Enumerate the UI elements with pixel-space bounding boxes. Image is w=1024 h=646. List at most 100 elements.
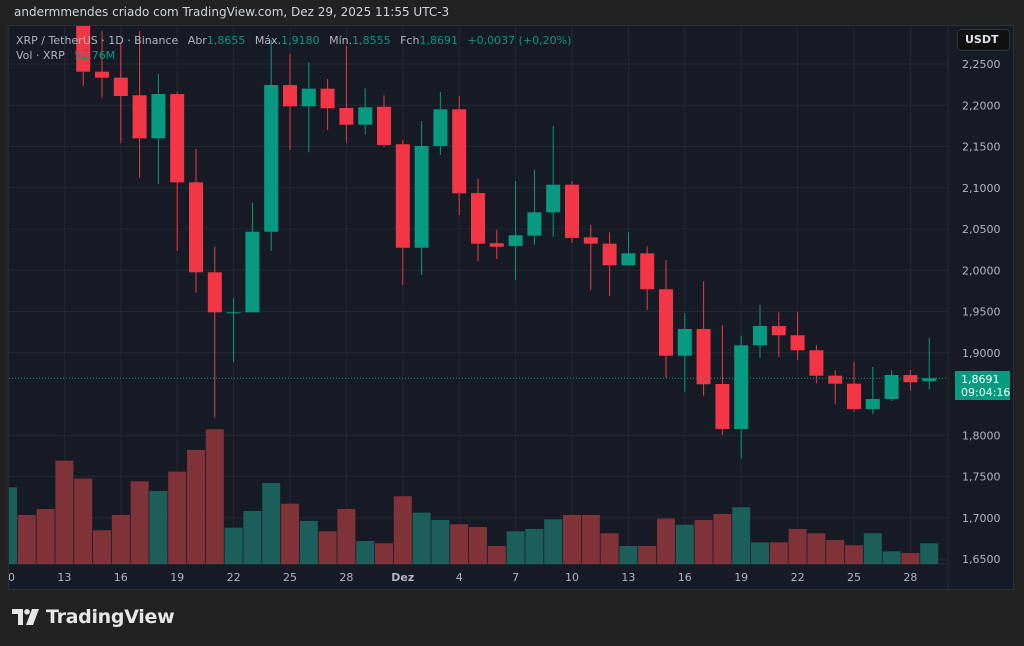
candle (377, 95, 391, 147)
candle (696, 281, 711, 396)
volume-bar (318, 531, 337, 564)
volume-bar (375, 543, 393, 564)
candle (865, 367, 880, 415)
tradingview-logo[interactable]: TradingView (12, 606, 175, 628)
chart-caption: andermmendes criado com TradingView.com,… (14, 5, 450, 19)
candle-body (565, 184, 579, 238)
volume-bar (243, 510, 262, 564)
candle (358, 88, 373, 135)
candle (395, 139, 410, 286)
price-tick-label: 2,2000 (962, 99, 1001, 112)
volume-bar (657, 518, 675, 564)
volume-bar (487, 545, 506, 564)
volume-bar (638, 545, 657, 564)
candle (76, 26, 91, 87)
candle-body (753, 326, 767, 346)
price-tick-label: 2,1000 (962, 182, 1001, 195)
volume-label: Vol · XRP (16, 49, 65, 62)
last-price-value: 1,8691 (961, 373, 1000, 386)
time-tick-label: 13 (621, 571, 635, 584)
time-tick-label: Dez (391, 571, 414, 584)
volume-bar (563, 514, 581, 564)
last-price-label: 1,8691 09:04:16 (955, 371, 1010, 400)
time-tick-label: 22 (791, 571, 805, 584)
time-tick-label: 4 (456, 571, 463, 584)
volume-bar (845, 545, 863, 564)
candle (95, 31, 109, 98)
time-tick-label: 16 (678, 571, 692, 584)
time-tick-label: 10 (565, 571, 579, 584)
candle (771, 312, 786, 358)
currency-button[interactable]: USDT (957, 29, 1010, 51)
time-tick-label: 19 (734, 571, 748, 584)
candle-body (583, 237, 598, 244)
volume-bar (525, 528, 544, 564)
volume-bar (93, 530, 111, 564)
candle (753, 304, 767, 359)
volume-bar (769, 542, 788, 564)
volume-bar (544, 519, 563, 564)
open-label: Abr (187, 34, 207, 47)
volume-value: 52,76M (74, 49, 116, 62)
candle-body (151, 94, 166, 139)
candle (790, 312, 805, 361)
candle (433, 91, 448, 155)
volume-bar (713, 513, 732, 564)
volume-bar (882, 551, 901, 564)
candle (922, 337, 937, 390)
time-tick-label: 28 (903, 571, 917, 584)
candle-body (433, 109, 448, 147)
volume-bar (356, 540, 375, 564)
candle-body (377, 106, 391, 146)
candle-body (677, 328, 692, 356)
candle-body (602, 243, 617, 266)
candle-body (170, 94, 185, 183)
candle-body (207, 272, 222, 313)
candle (320, 79, 335, 130)
candle-body (395, 144, 410, 248)
candle-body (452, 109, 467, 194)
symbol-info[interactable]: XRP / TetherUS · 1D · Binance (16, 34, 179, 47)
candle-body (113, 77, 128, 97)
volume-bars (9, 429, 939, 564)
candle (565, 180, 579, 244)
candle-body (659, 289, 673, 356)
candle-body (847, 383, 861, 410)
candle (301, 62, 316, 153)
volume-bar (826, 539, 845, 564)
price-tick-label: 2,2500 (962, 58, 1001, 71)
volume-bar (732, 507, 751, 564)
high-label: Máx. (254, 34, 282, 47)
candle (113, 42, 128, 144)
grid-lines (7, 26, 949, 589)
candle (527, 169, 542, 245)
time-tick-label: 10 (1, 571, 15, 584)
candle-body (358, 107, 373, 125)
price-axis: 2,2500 2,2000 2,1500 2,1000 2,0500 2,0000 1,95… (962, 58, 1001, 566)
candle (452, 96, 467, 215)
chart-legend: XRP / TetherUS · 1D · Binance Abr1,8655 … (16, 33, 571, 63)
volume-bar (807, 533, 826, 564)
candle (546, 125, 561, 237)
price-tick-label: 2,1500 (962, 141, 1001, 154)
candle-body (884, 375, 899, 400)
candle-body (95, 71, 109, 78)
candle (809, 344, 824, 384)
candle-body (320, 88, 335, 109)
candle (828, 370, 843, 405)
candle (489, 229, 504, 260)
candle (245, 202, 260, 313)
candle-body (809, 350, 824, 376)
volume-bar (262, 482, 281, 564)
volume-bar (17, 514, 36, 564)
volume-bar (130, 481, 149, 564)
candle-body (828, 375, 843, 384)
candle (471, 178, 485, 262)
candle-body (489, 243, 504, 247)
brand-name: TradingView (46, 606, 175, 628)
volume-bar (187, 449, 205, 564)
candle (207, 246, 222, 418)
bar-countdown: 09:04:16 (961, 386, 1011, 399)
volume-bar (863, 533, 882, 564)
